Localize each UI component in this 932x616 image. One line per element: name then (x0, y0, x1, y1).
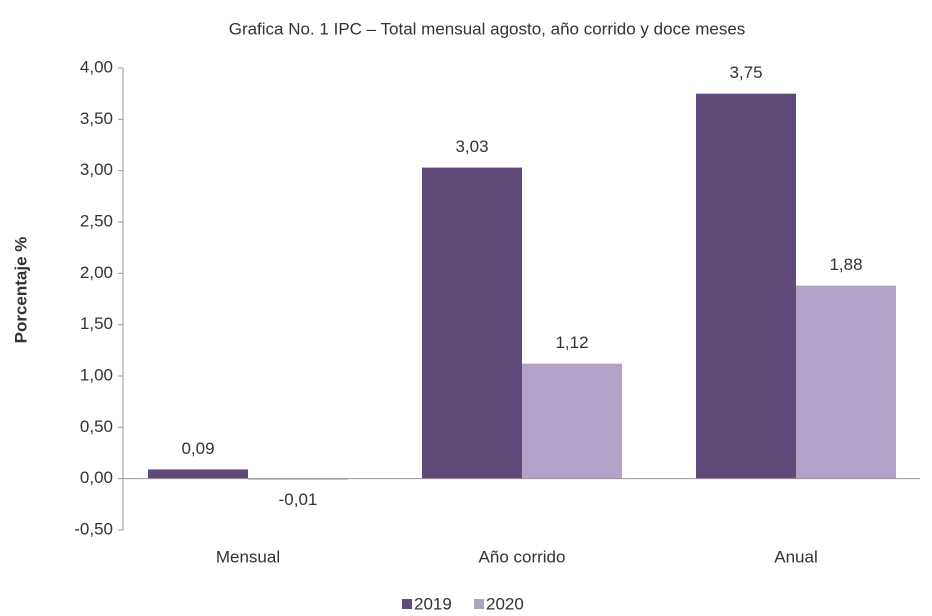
bar (148, 469, 248, 479)
chart-title: Grafica No. 1 IPC – Total mensual agosto… (229, 19, 746, 38)
y-tick-label: 1,00 (80, 365, 113, 384)
y-tick-label: 3,00 (80, 160, 113, 179)
bar (796, 285, 896, 479)
legend-swatch (474, 599, 484, 609)
y-tick-label: 1,50 (80, 314, 113, 333)
value-label: 3,75 (729, 63, 762, 82)
value-label: -0,01 (279, 490, 318, 509)
x-tick-label: Anual (774, 547, 817, 566)
value-label: 0,09 (181, 439, 214, 458)
y-tick-label: 4,00 (80, 57, 113, 76)
bar (696, 93, 796, 479)
legend-swatch (402, 599, 412, 609)
y-tick-label: 2,50 (80, 211, 113, 230)
value-label: 3,03 (455, 137, 488, 156)
y-tick-label: 3,50 (80, 109, 113, 128)
legend-label: 2019 (414, 594, 452, 613)
bar (422, 167, 522, 479)
value-label: 1,88 (829, 255, 862, 274)
y-axis-label: Porcentaje % (11, 237, 30, 344)
value-label: 1,12 (555, 333, 588, 352)
y-tick-label: 0,50 (80, 417, 113, 436)
y-tick-label: 2,00 (80, 263, 113, 282)
y-tick-label: 0,00 (80, 468, 113, 487)
x-tick-label: Año corrido (479, 547, 566, 566)
legend-label: 2020 (486, 594, 524, 613)
bar (522, 363, 622, 479)
y-tick-label: -0,50 (74, 519, 113, 538)
bar (248, 478, 348, 480)
x-tick-label: Mensual (216, 547, 280, 566)
